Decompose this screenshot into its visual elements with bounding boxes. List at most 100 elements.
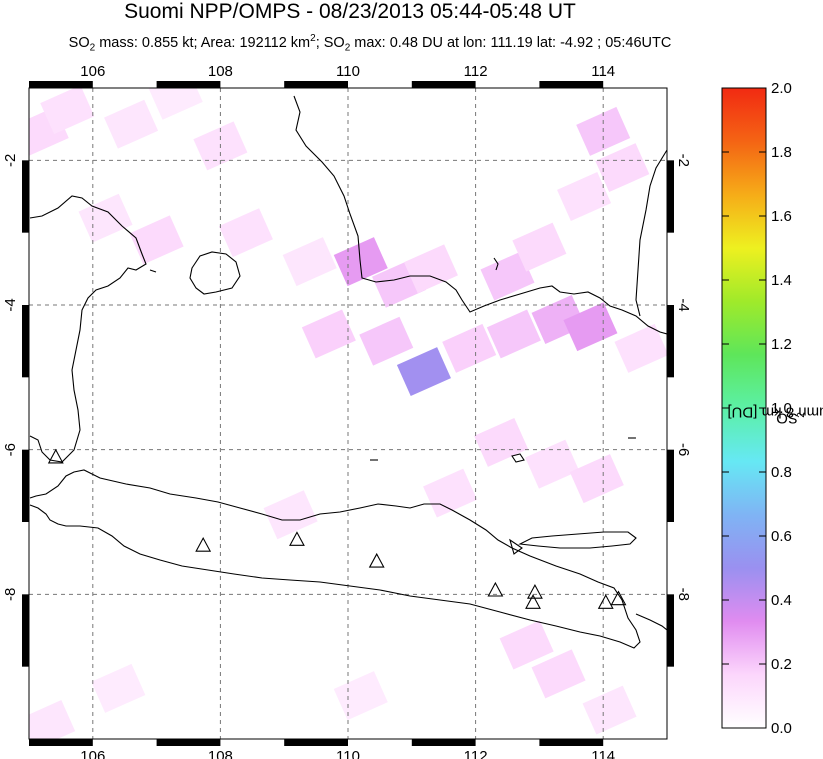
- so2-pixel: [480, 251, 535, 301]
- lon-tick-label-top: 110: [336, 63, 360, 80]
- colorbar-tick-label: 1.8: [771, 144, 792, 161]
- colorbar-tick-label: 0.2: [771, 656, 792, 673]
- coastline-java: [29, 469, 641, 649]
- so2-pixel: [104, 99, 159, 149]
- volcano-icon: [487, 581, 504, 597]
- so2-pixel: [569, 454, 624, 504]
- so2-pixel: [442, 323, 497, 373]
- so2-pixel: [333, 671, 388, 721]
- colorbar-tick-label: 0.4: [771, 592, 792, 609]
- so2-pixel: [263, 490, 318, 540]
- frame-bar-left: [22, 594, 29, 667]
- frame-bar-top: [29, 81, 93, 88]
- frame-bar-right: [667, 594, 674, 667]
- frame-bar-top: [539, 81, 604, 88]
- lon-tick-label-top: 106: [80, 63, 105, 80]
- map-frame: [22, 81, 674, 746]
- so2-pixel: [557, 172, 612, 221]
- so2-pixel: [486, 309, 541, 359]
- frame-bar-left: [22, 305, 29, 378]
- coastline-borneo-east: [635, 149, 667, 317]
- island-small-4: [509, 538, 523, 555]
- coastline-madura: [518, 531, 637, 549]
- volcano-icon: [289, 531, 305, 546]
- volcano-icon: [368, 552, 385, 568]
- coastline-bangka: [189, 251, 241, 295]
- page-title: Suomi NPP/OMPS - 08/23/2013 05:44-05:48 …: [124, 0, 576, 23]
- coastline-bali: [635, 613, 667, 631]
- colorbar-tick-label: 1.6: [771, 208, 792, 225]
- colorbar-tick-label: 1.0: [771, 400, 792, 417]
- so2-pixel: [614, 323, 667, 373]
- so2-pixel: [423, 468, 478, 518]
- so2-pixel: [531, 649, 586, 699]
- colorbar-tick-label: 1.4: [771, 272, 792, 289]
- so2-pixel: [474, 417, 529, 467]
- so2-pixel: [499, 620, 554, 670]
- colorbar-tick-label: 0.6: [771, 528, 792, 545]
- colorbar: [721, 87, 767, 729]
- so2-pixel: [40, 88, 95, 135]
- frame-bar-bottom: [29, 739, 93, 746]
- so2-pixel: [129, 215, 184, 265]
- frame-bar-bottom: [284, 739, 348, 746]
- frame-bar-top: [156, 81, 221, 88]
- so2-pixel: [396, 347, 451, 397]
- so2-pixel: [91, 663, 146, 713]
- graticule: [29, 88, 667, 739]
- island-bawean: [511, 453, 525, 463]
- so2-pixel: [218, 208, 273, 258]
- so2-pixel: [333, 237, 388, 287]
- lat-tick-label-right: -4: [675, 298, 692, 311]
- so2-pixel: [582, 685, 637, 735]
- frame-bar-bottom: [539, 739, 604, 746]
- coastline-sumatra: [29, 195, 147, 463]
- colorbar-ticks: 0.0 0.2 0.4 0.6 0.8 1.0 1.2 1.4 1.6 1.8 2.0: [722, 80, 792, 737]
- coastline-borneo: [293, 95, 667, 335]
- frame-bar-bottom: [411, 739, 476, 746]
- axis-labels: 106 106 108 108 110 110 112 112 114 114 -2 -2 -4 -4 -6…: [2, 63, 692, 759]
- lat-tick-label-left: -8: [2, 588, 19, 601]
- so2-pixel: [525, 439, 580, 489]
- frame-bar-bottom: [156, 739, 221, 746]
- volcano-icon: [195, 536, 212, 552]
- lat-tick-label-right: -6: [675, 443, 692, 456]
- map-border: [28, 87, 668, 740]
- so2-pixel: [512, 222, 567, 272]
- volcano-markers: [47, 448, 627, 609]
- frame-bar-right: [667, 160, 674, 233]
- coastlines: [29, 95, 667, 649]
- lat-tick-label-left: -2: [2, 154, 19, 167]
- island-small-2: [149, 269, 157, 273]
- so2-pixel: [301, 309, 356, 359]
- colorbar-tick-label: 0.8: [771, 464, 792, 481]
- frame-bar-right: [667, 305, 674, 378]
- so2-pixel: [563, 302, 618, 352]
- lat-tick-label-right: -2: [675, 154, 692, 167]
- frame-bar-right: [667, 449, 674, 522]
- volcano-icon: [47, 448, 64, 464]
- lon-tick-label-top: 108: [208, 63, 233, 80]
- lon-tick-label-bottom: 106: [80, 748, 105, 759]
- lon-tick-label-bottom: 110: [336, 748, 360, 759]
- so2-pixel: [29, 700, 76, 739]
- colorbar-tick-label: 2.0: [771, 80, 792, 97]
- frame-bar-top: [284, 81, 348, 88]
- volcano-icon: [525, 594, 541, 609]
- lon-tick-label-top: 112: [464, 63, 488, 80]
- island-small-1: [493, 257, 499, 271]
- frame-bar-left: [22, 160, 29, 233]
- lat-tick-label-right: -8: [675, 588, 692, 601]
- lat-tick-label-left: -4: [2, 298, 19, 311]
- so2-pixel: [282, 237, 337, 287]
- so2-pixel: [359, 316, 414, 366]
- colorbar-tick-label: 0.0: [771, 720, 792, 737]
- lon-tick-label-bottom: 108: [208, 748, 233, 759]
- frame-bar-left: [22, 449, 29, 522]
- volcano-icon: [610, 590, 627, 606]
- lon-tick-label-top: 114: [591, 63, 615, 80]
- so2-pixel: [595, 143, 650, 193]
- frame-bar-top: [411, 81, 476, 88]
- colorbar-tick-label: 1.2: [771, 336, 792, 353]
